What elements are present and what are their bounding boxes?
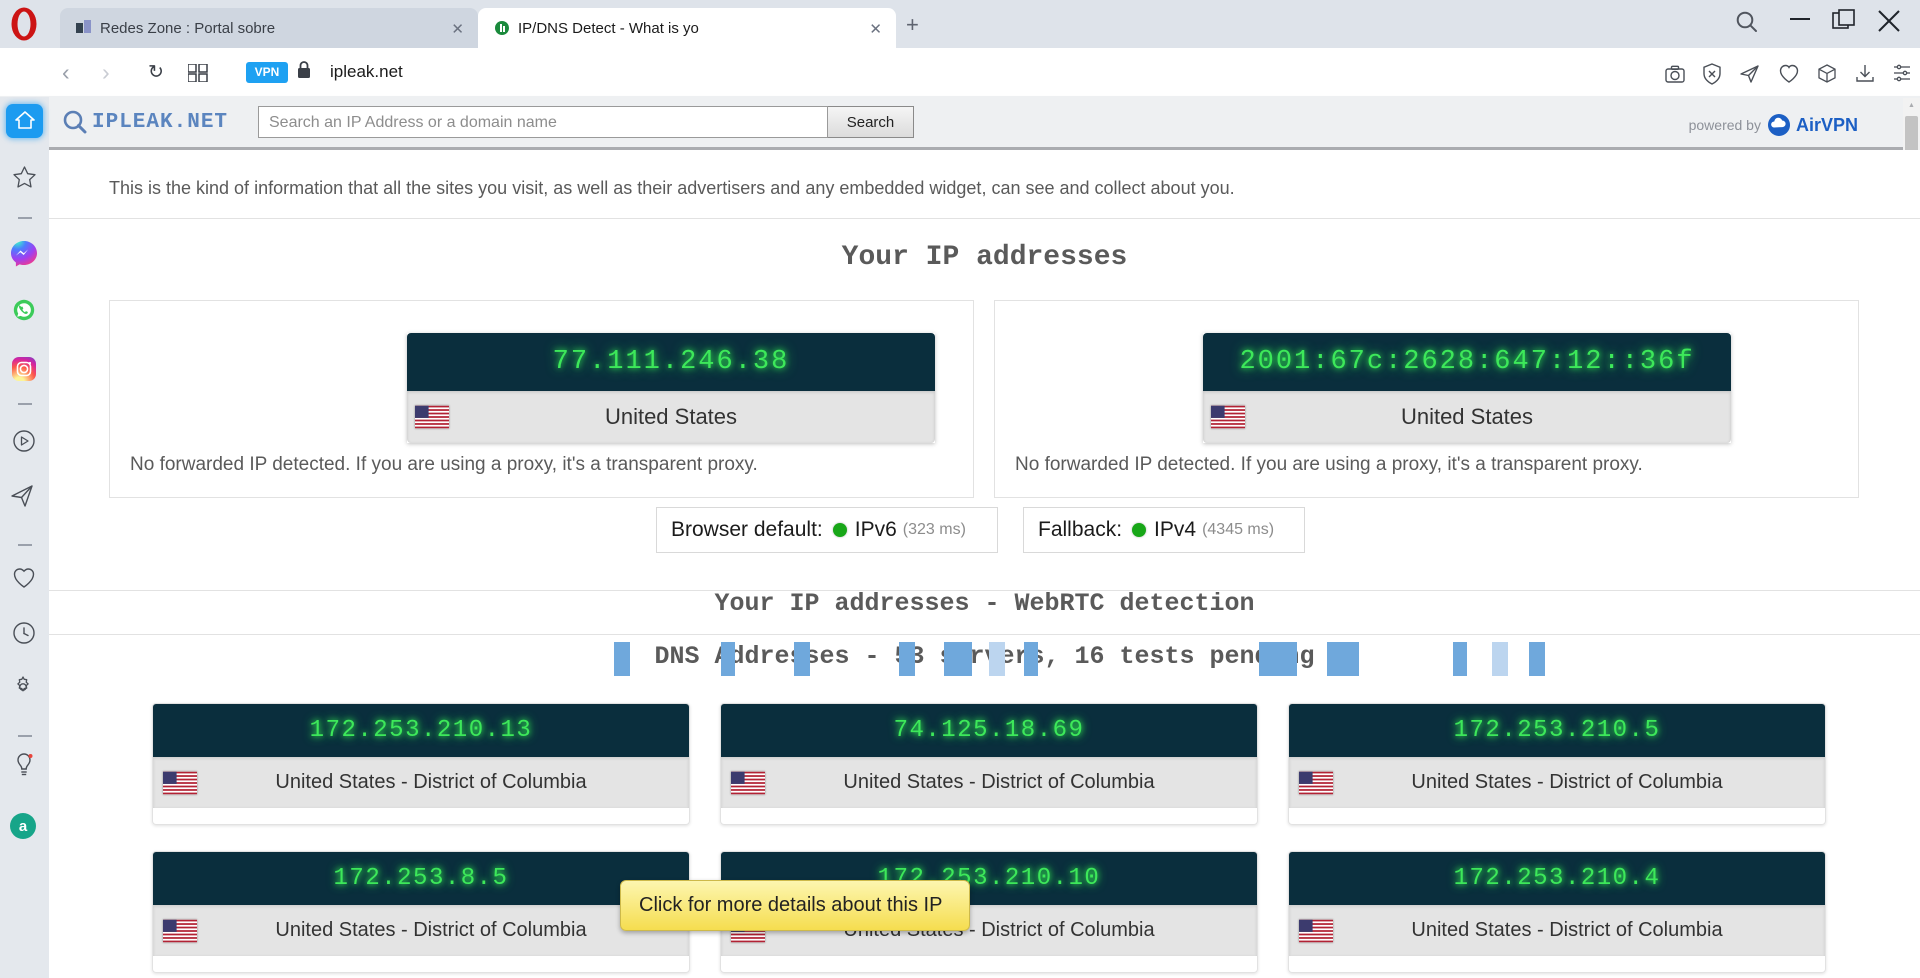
svg-text:a: a [19,818,28,835]
